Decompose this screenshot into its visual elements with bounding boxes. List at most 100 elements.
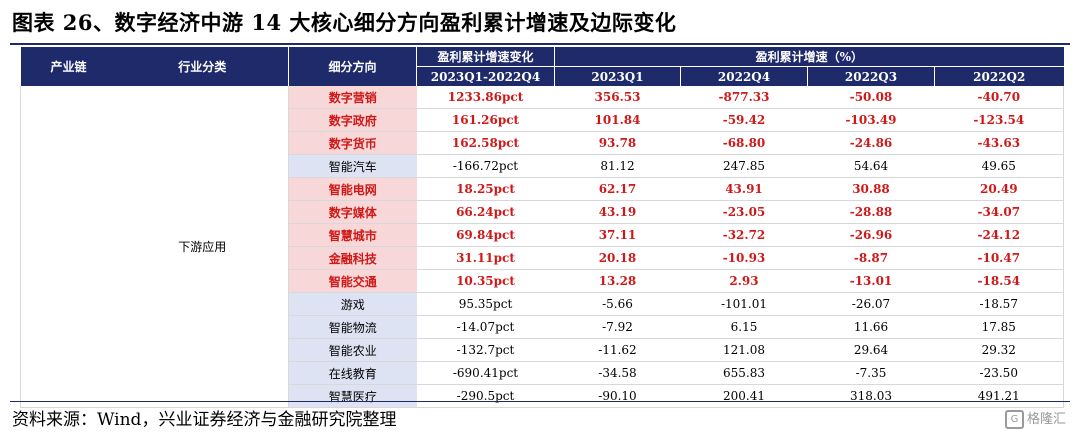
growth-value: -23.50	[934, 361, 1065, 385]
direction-name: 金融科技	[288, 246, 417, 270]
growth-value: 11.66	[807, 315, 935, 339]
table-row: 智慧医疗 -290.5pct -90.10 200.41 318.03 491.21	[21, 384, 1065, 408]
growth-value: -90.10	[554, 384, 681, 408]
direction-name: 数字政府	[288, 108, 417, 132]
growth-value: 655.83	[680, 361, 808, 385]
direction-name: 数字货币	[288, 131, 417, 155]
growth-value: -26.07	[807, 292, 935, 316]
change-value: 161.26pct	[416, 108, 555, 132]
growth-value: 247.85	[680, 154, 808, 178]
growth-value: -34.07	[934, 200, 1065, 224]
growth-value: 491.21	[934, 384, 1065, 408]
table-row: 智能物流 -14.07pct -7.92 6.15 11.66 17.85	[21, 315, 1065, 339]
growth-value: -7.92	[554, 315, 681, 339]
change-value: 66.24pct	[416, 200, 555, 224]
figure-title: 图表 26、数字经济中游 14 大核心细分方向盈利累计增速及边际变化	[12, 10, 677, 35]
table-row: 智能汽车 -166.72pct 81.12 247.85 54.64 49.65	[21, 154, 1065, 178]
header-period: 2022Q4	[680, 66, 808, 86]
growth-value: -103.49	[807, 108, 935, 132]
growth-value: -5.66	[554, 292, 681, 316]
table-row: 金融科技 31.11pct 20.18 -10.93 -8.87 -10.47	[21, 246, 1065, 270]
table-row: 智能交通 10.35pct 13.28 2.93 -13.01 -18.54	[21, 269, 1065, 293]
watermark-text: 格隆汇	[1026, 412, 1066, 427]
growth-value: -10.93	[680, 246, 808, 270]
growth-value: -7.35	[807, 361, 935, 385]
header-period: 2023Q1	[554, 66, 681, 86]
change-value: -14.07pct	[416, 315, 555, 339]
growth-value: -24.12	[934, 223, 1065, 247]
growth-value: -10.47	[934, 246, 1065, 270]
header-growth: 盈利累计增速（%）	[553, 47, 1064, 67]
growth-value: 101.84	[554, 108, 681, 132]
direction-name: 智能汽车	[288, 154, 417, 178]
direction-name: 数字营销	[288, 86, 417, 109]
header-period: 2022Q2	[933, 66, 1064, 86]
source-note: 资料来源：Wind，兴业证券经济与金融研究院整理	[12, 410, 397, 430]
table-row: 在线教育 -690.41pct -34.58 655.83 -7.35 -23.50	[21, 361, 1065, 385]
footer-divider	[10, 401, 1070, 402]
growth-value: -28.88	[807, 200, 935, 224]
growth-value: 62.17	[554, 177, 681, 201]
change-value: 10.35pct	[416, 269, 555, 293]
growth-value: 356.53	[554, 86, 681, 109]
table-row: 智能电网 18.25pct 62.17 43.91 30.88 20.49	[21, 177, 1065, 201]
growth-value: -11.62	[554, 338, 681, 362]
growth-value: -24.86	[807, 131, 935, 155]
header-direction: 细分方向	[288, 47, 417, 86]
growth-value: -68.80	[680, 131, 808, 155]
growth-value: -40.70	[934, 86, 1065, 109]
growth-value: -43.63	[934, 131, 1065, 155]
growth-value: -18.57	[934, 292, 1065, 316]
direction-name: 智能交通	[288, 269, 417, 293]
table-row: 智慧城市 69.84pct 37.11 -32.72 -26.96 -24.12	[21, 223, 1065, 247]
growth-value: 93.78	[554, 131, 681, 155]
growth-value: 13.28	[554, 269, 681, 293]
header-category: 行业分类	[116, 47, 289, 86]
growth-value: -50.08	[807, 86, 935, 109]
growth-value: 29.32	[934, 338, 1065, 362]
growth-value: 43.91	[680, 177, 808, 201]
growth-value: 20.49	[934, 177, 1065, 201]
change-value: 18.25pct	[416, 177, 555, 201]
table-row: 数字货币 162.58pct 93.78 -68.80 -24.86 -43.63	[21, 131, 1065, 155]
growth-value: -18.54	[934, 269, 1065, 293]
growth-value: 200.41	[680, 384, 808, 408]
growth-value: -23.05	[680, 200, 808, 224]
growth-value: 318.03	[807, 384, 935, 408]
table-row: 下游应用 数字营销 1233.86pct 356.53 -877.33 -50.…	[20, 86, 1065, 408]
group-label: 下游应用	[116, 86, 289, 408]
growth-value: -34.58	[554, 361, 681, 385]
table-row: 数字政府 161.26pct 101.84 -59.42 -103.49 -123.54	[21, 108, 1065, 132]
direction-name: 智能电网	[288, 177, 417, 201]
growth-value: -32.72	[680, 223, 808, 247]
watermark-icon: G	[1004, 410, 1024, 429]
growth-value: -13.01	[807, 269, 935, 293]
growth-value: -877.33	[680, 86, 808, 109]
table-row: 数字媒体 66.24pct 43.19 -23.05 -28.88 -34.07	[21, 200, 1065, 224]
growth-value: -123.54	[934, 108, 1065, 132]
header-period: 2023Q1-2022Q4	[416, 66, 555, 86]
growth-value: 29.64	[807, 338, 935, 362]
change-value: -132.7pct	[416, 338, 555, 362]
change-value: 69.84pct	[416, 223, 555, 247]
header-row-bottom: 2023Q1-2022Q4 2023Q1 2022Q4 2022Q3 2022Q…	[21, 66, 1064, 86]
growth-value: 121.08	[680, 338, 808, 362]
growth-table: 产业链 行业分类 细分方向 盈利累计增速变化 盈利累计增速（%） 2023Q1-…	[20, 47, 1065, 408]
growth-value: -26.96	[807, 223, 935, 247]
change-value: -166.72pct	[416, 154, 555, 178]
direction-name: 在线教育	[288, 361, 417, 385]
growth-value: 17.85	[934, 315, 1065, 339]
growth-value: 37.11	[554, 223, 681, 247]
direction-name: 智慧城市	[288, 223, 417, 247]
chain-cell	[20, 86, 117, 408]
change-value: 1233.86pct	[416, 86, 555, 109]
growth-value: 30.88	[807, 177, 935, 201]
table-row: 智能农业 -132.7pct -11.62 121.08 29.64 29.32	[21, 338, 1065, 362]
growth-value: 43.19	[554, 200, 681, 224]
growth-value: -101.01	[680, 292, 808, 316]
growth-value: 54.64	[807, 154, 935, 178]
direction-name: 智能物流	[288, 315, 417, 339]
growth-value: 20.18	[554, 246, 681, 270]
growth-value: 2.93	[680, 269, 808, 293]
header-chain: 产业链	[20, 47, 117, 86]
